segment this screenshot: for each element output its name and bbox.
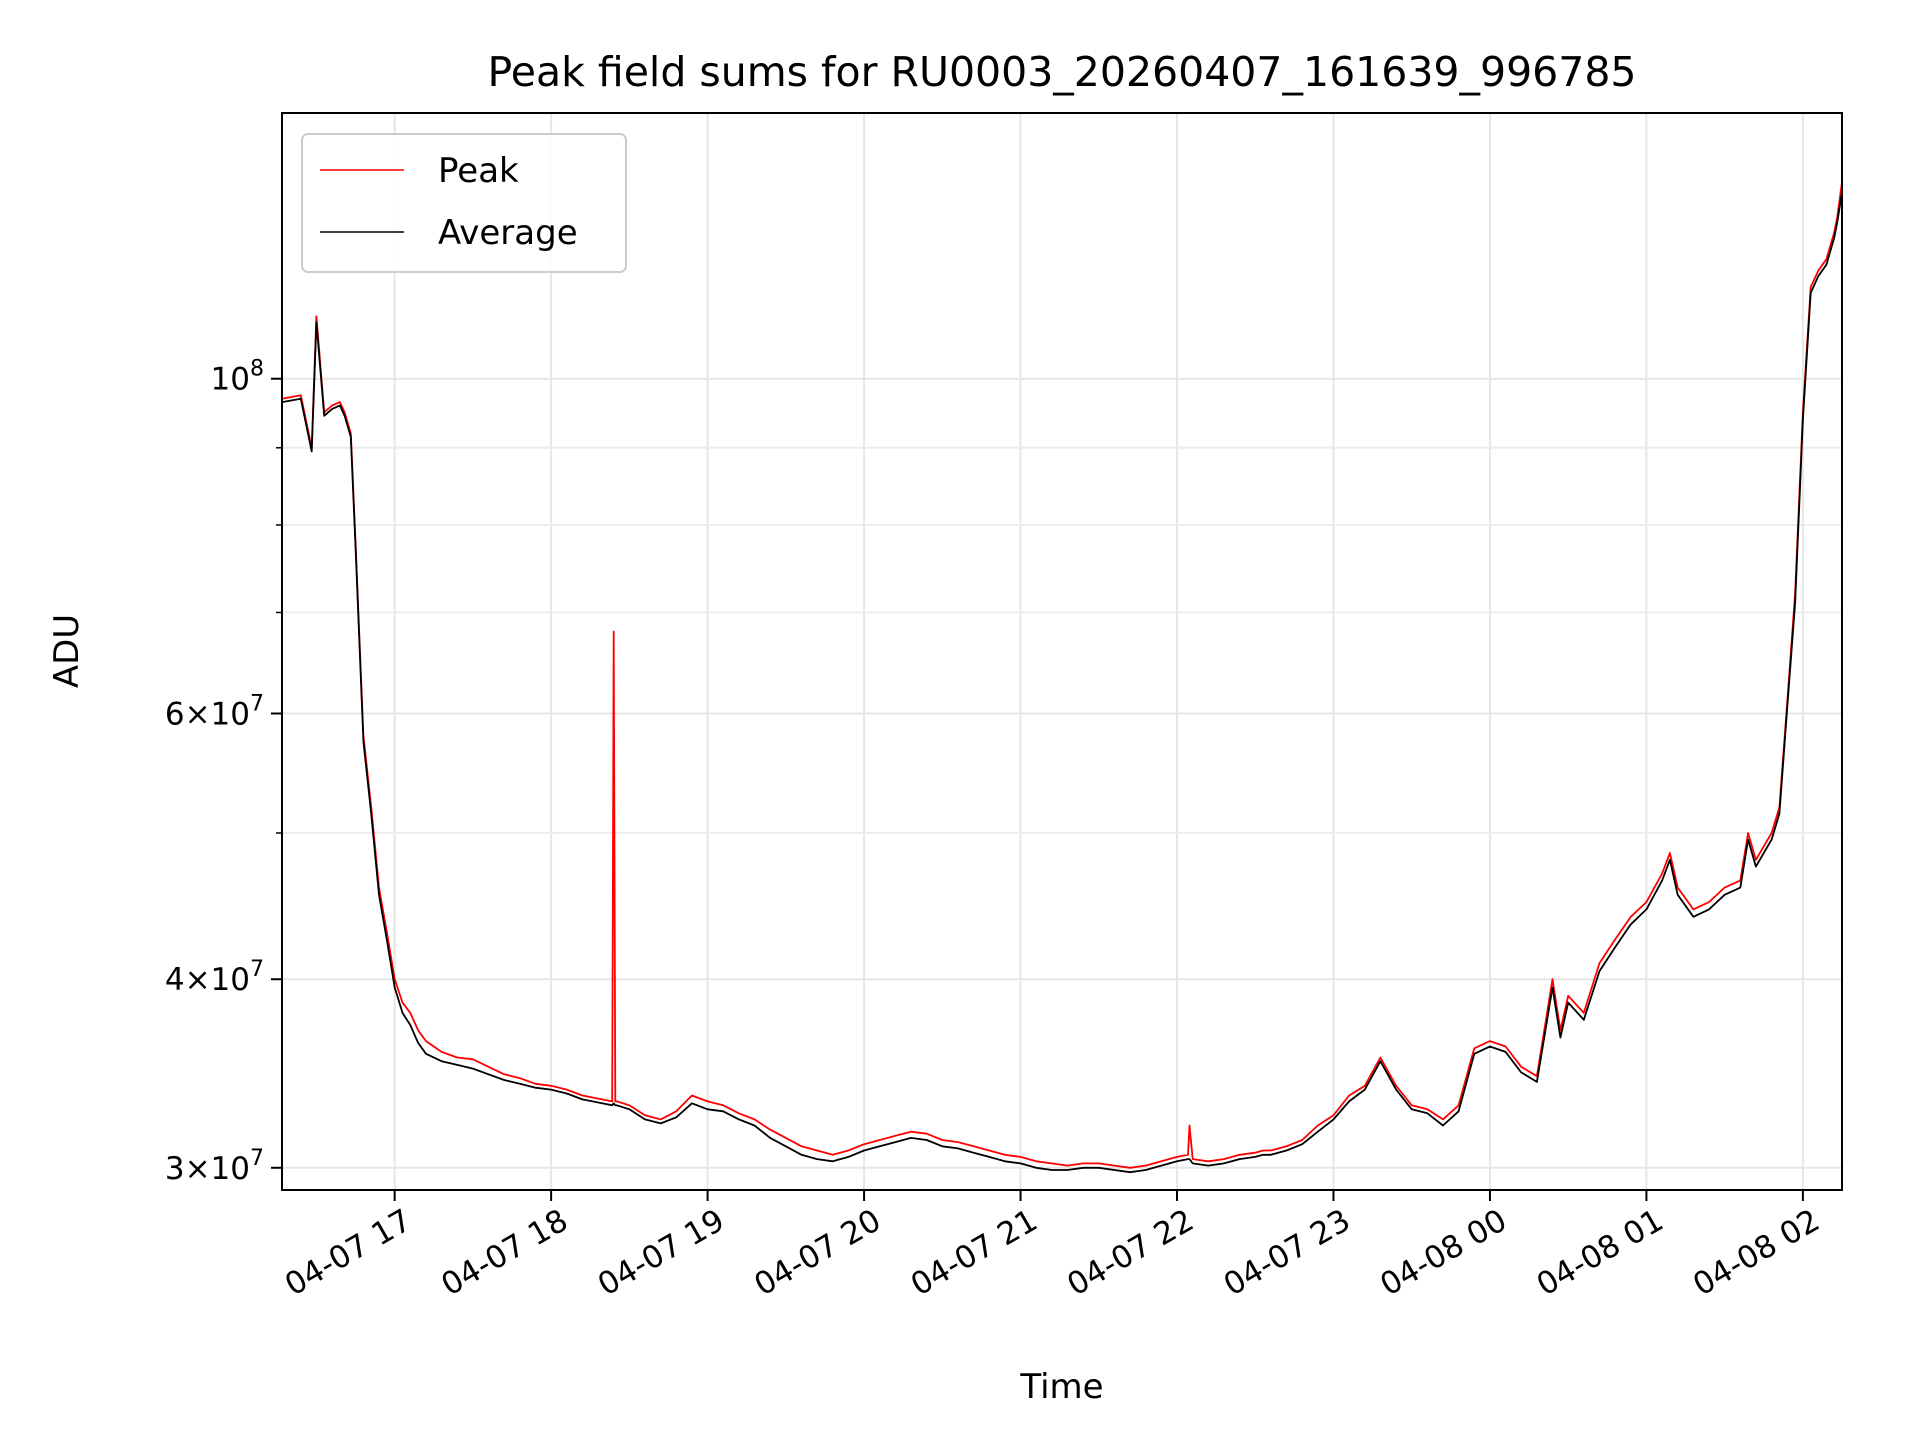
plot-frame <box>281 112 1843 1191</box>
y-tick-label: 6×107 <box>165 692 264 733</box>
y-tick-label: 4×107 <box>165 957 264 998</box>
y-tick-label: 108 <box>211 357 264 398</box>
series-lines <box>281 181 1843 1174</box>
grid <box>282 113 1842 1190</box>
series-line-peak <box>281 181 1843 1169</box>
series-line-average <box>281 191 1843 1174</box>
legend-label-average: Average <box>438 213 578 253</box>
legend-label-peak: Peak <box>438 151 519 191</box>
chart-title: Peak field sums for RU0003_20260407_1616… <box>487 48 1636 96</box>
y-axis-label: ADU <box>47 614 87 688</box>
legend: Peak Average <box>301 133 627 273</box>
x-axis-label: Time <box>1019 1367 1103 1407</box>
legend-box <box>301 133 627 273</box>
y-tick-label: 3×107 <box>165 1146 264 1187</box>
